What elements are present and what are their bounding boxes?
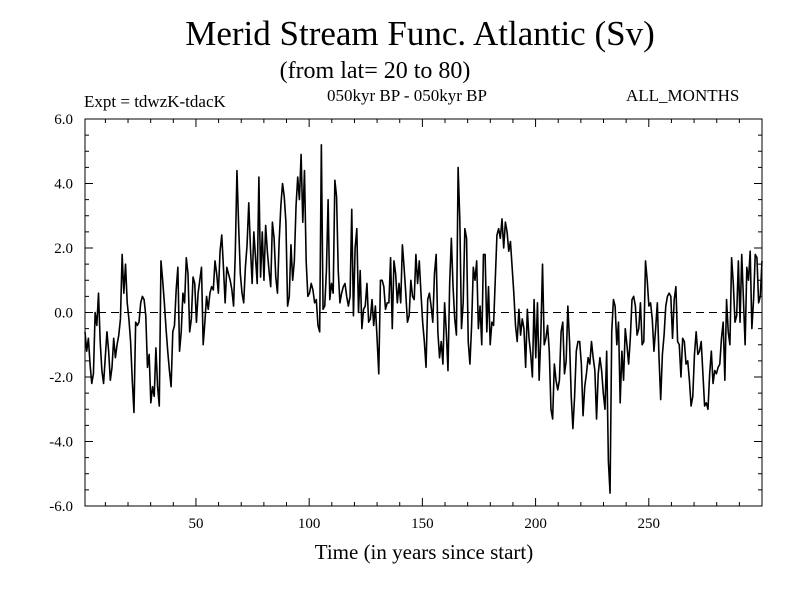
x-tick-label: 200 bbox=[524, 516, 547, 532]
plot-frame bbox=[84, 118, 763, 507]
y-tick-label: -2.0 bbox=[49, 370, 73, 386]
y-tick-label: 0.0 bbox=[54, 306, 73, 322]
x-tick-label: 150 bbox=[411, 516, 434, 532]
y-tick-label: 4.0 bbox=[54, 177, 73, 193]
series-line bbox=[84, 144, 763, 494]
y-tick-label: 6.0 bbox=[54, 112, 73, 128]
x-tick-label: 250 bbox=[638, 516, 661, 532]
x-tick-label: 100 bbox=[298, 516, 321, 532]
y-tick-label: 2.0 bbox=[54, 241, 73, 257]
period-label: 050kyr BP - 050kyr BP bbox=[327, 86, 487, 105]
chart-title: Merid Stream Func. Atlantic (Sv) bbox=[185, 14, 655, 53]
x-tick-label: 50 bbox=[188, 516, 203, 532]
experiment-label: Expt = tdwzK-tdacK bbox=[84, 92, 226, 111]
chart-subtitle: (from lat= 20 to 80) bbox=[279, 58, 471, 84]
y-tick-label: -4.0 bbox=[49, 435, 73, 451]
x-axis-label: Time (in years since start) bbox=[314, 540, 534, 564]
tick-labels: 50 100 150 200 250 -6.0 -4.0 -2.0 0.0 2.0 4.0 6.0 bbox=[49, 112, 660, 532]
months-label: ALL_MONTHS bbox=[626, 86, 740, 105]
y-tick-label: -6.0 bbox=[49, 499, 73, 515]
